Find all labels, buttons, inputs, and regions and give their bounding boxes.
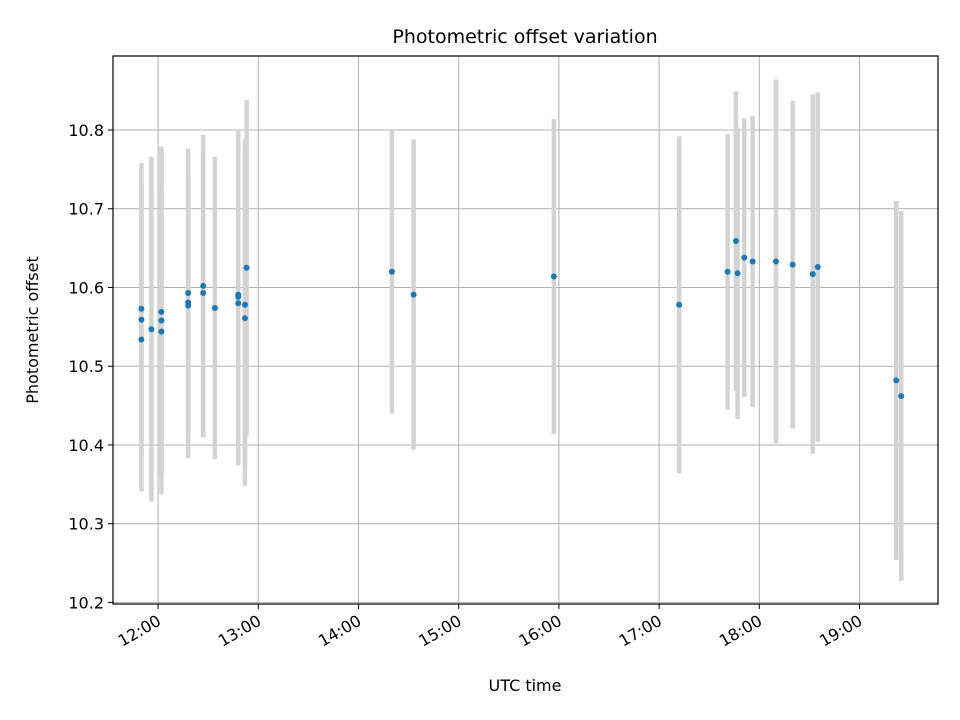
data-point bbox=[550, 273, 557, 280]
y-tick-label: 10.4 bbox=[68, 436, 104, 455]
chart-title: Photometric offset variation bbox=[392, 26, 657, 48]
data-point bbox=[185, 302, 192, 309]
data-point bbox=[235, 300, 242, 307]
data-point bbox=[138, 316, 145, 323]
data-point bbox=[410, 291, 417, 298]
y-tick-label: 10.3 bbox=[68, 515, 104, 534]
data-point bbox=[235, 293, 242, 300]
y-tick-label: 10.8 bbox=[68, 121, 104, 140]
data-point bbox=[676, 301, 683, 308]
data-point bbox=[749, 258, 756, 265]
data-point bbox=[138, 305, 145, 312]
plot-frame bbox=[112, 55, 939, 605]
data-point bbox=[241, 301, 248, 308]
data-point bbox=[241, 315, 248, 322]
data-point bbox=[898, 393, 905, 400]
data-point bbox=[734, 270, 741, 277]
y-tick-label: 10.5 bbox=[68, 357, 104, 376]
data-point bbox=[185, 289, 192, 296]
y-tick-label: 10.2 bbox=[68, 593, 104, 612]
data-point bbox=[200, 289, 207, 296]
data-point bbox=[243, 264, 250, 271]
data-point bbox=[789, 261, 796, 268]
data-point bbox=[200, 282, 207, 289]
data-point bbox=[809, 271, 816, 278]
y-axis-label: Photometric offset bbox=[23, 256, 42, 404]
x-axis-label: UTC time bbox=[489, 676, 562, 695]
y-tick-label: 10.7 bbox=[68, 200, 104, 219]
data-point bbox=[893, 377, 900, 384]
data-points bbox=[138, 238, 905, 400]
data-point bbox=[814, 264, 821, 271]
data-point bbox=[724, 268, 731, 275]
data-point bbox=[741, 254, 748, 261]
data-point bbox=[158, 317, 165, 324]
grid bbox=[113, 56, 938, 604]
data-point bbox=[158, 328, 165, 335]
data-point bbox=[211, 304, 218, 311]
y-tick-label: 10.6 bbox=[68, 278, 104, 297]
data-point bbox=[138, 336, 145, 343]
data-point bbox=[158, 308, 165, 315]
data-point bbox=[388, 268, 395, 275]
data-point bbox=[148, 326, 155, 333]
data-point bbox=[773, 258, 780, 265]
data-point bbox=[732, 238, 739, 245]
